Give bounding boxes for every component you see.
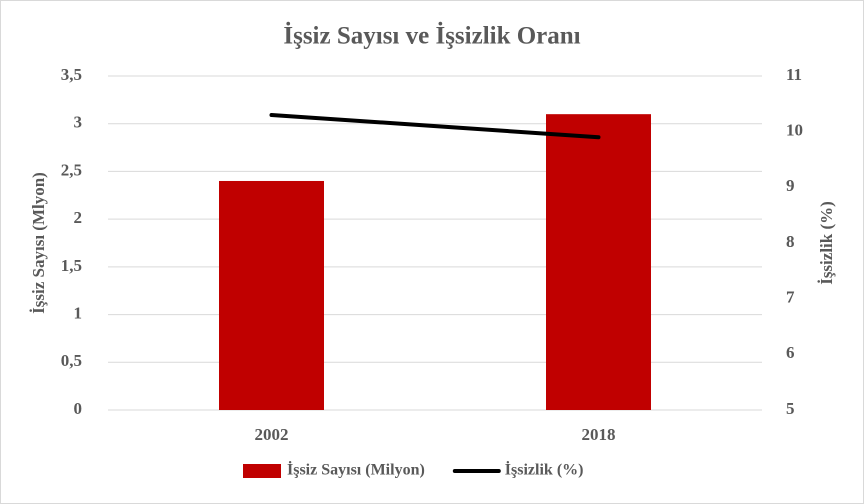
x-tick-label: 2002: [255, 425, 289, 444]
y-tick-label: 1,5: [61, 256, 82, 275]
y2-tick-label: 5: [786, 399, 795, 418]
y-tick-label: 3,5: [61, 65, 82, 84]
y2-tick-label: 8: [786, 232, 795, 251]
chart-title: İşsiz Sayısı ve İşsizlik Oranı: [283, 22, 580, 50]
line: [269, 112, 601, 140]
y-tick-label: 2,5: [61, 160, 82, 179]
y2-tick-label: 7: [786, 288, 795, 307]
y-axis-title: İşsiz Sayısı (Mlyon): [29, 172, 48, 314]
bar: [546, 114, 651, 411]
y-tick-label: 1: [74, 303, 83, 322]
bar: [219, 180, 324, 410]
y2-tick-label: 9: [786, 176, 795, 195]
legend-swatch: [243, 464, 281, 478]
y-tick-label: 0,5: [61, 351, 82, 370]
y2-tick-label: 11: [786, 65, 802, 84]
legend-label: İşsizlik (%): [505, 460, 584, 479]
y-tick-label: 0: [74, 399, 83, 418]
y-tick-label: 2: [74, 208, 83, 227]
legend-label: İşsiz Sayısı (Milyon): [287, 460, 425, 479]
y2-tick-label: 6: [786, 343, 795, 362]
y2-axis-title: İşsizlik (%): [817, 201, 836, 285]
y2-tick-label: 10: [786, 121, 803, 140]
y-tick-label: 3: [74, 113, 83, 132]
x-tick-label: 2018: [582, 425, 616, 444]
